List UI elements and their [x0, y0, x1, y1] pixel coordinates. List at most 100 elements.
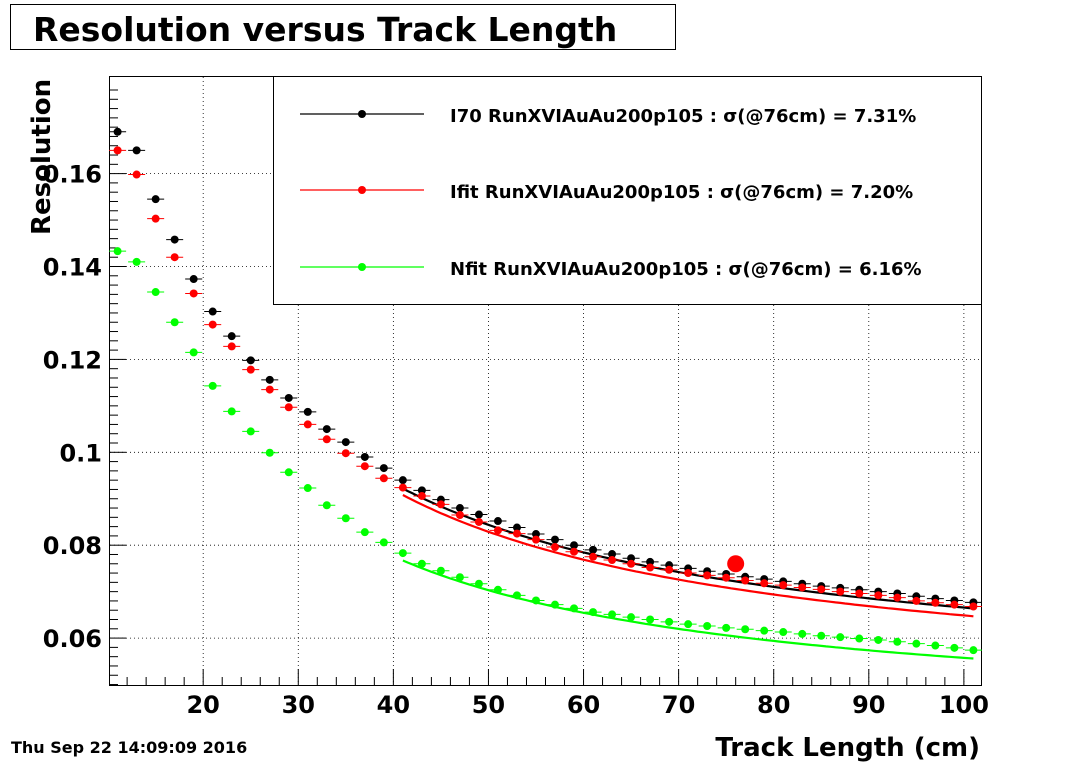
- data-point: [893, 593, 902, 602]
- data-point: [360, 528, 369, 537]
- series-1: [109, 146, 982, 618]
- y-tick-label: 0.14: [43, 254, 102, 282]
- data-point: [493, 526, 502, 535]
- data-point: [665, 565, 674, 574]
- legend-label: I70 RunXVIAuAu200p105 : σ(@76cm) = 7.31%: [450, 106, 916, 127]
- data-point: [551, 600, 560, 609]
- data-point: [265, 375, 274, 384]
- data-point: [322, 501, 331, 510]
- y-tick-label: 0.16: [43, 161, 102, 189]
- data-point: [570, 547, 579, 556]
- data-point: [779, 581, 788, 590]
- data-point: [417, 491, 426, 500]
- data-point: [284, 393, 293, 402]
- data-point: [341, 449, 350, 458]
- data-point: [646, 615, 655, 624]
- data-point: [912, 639, 921, 648]
- data-point: [303, 407, 312, 416]
- data-point: [417, 486, 426, 495]
- data-point: [493, 517, 502, 526]
- data-point: [303, 420, 312, 429]
- data-point: [379, 464, 388, 473]
- data-point: [836, 633, 845, 642]
- data-point: [474, 579, 483, 588]
- data-point: [646, 563, 655, 572]
- data-point: [608, 556, 617, 565]
- fit-curve: [402, 494, 974, 618]
- data-point: [170, 253, 179, 262]
- data-point: [665, 617, 674, 626]
- data-point: [265, 448, 274, 457]
- x-axis-label: Track Length (cm): [715, 733, 980, 763]
- marker-76cm: [727, 555, 745, 573]
- data-point: [113, 127, 122, 136]
- data-point: [246, 356, 255, 365]
- data-point: [455, 573, 464, 582]
- data-point: [189, 289, 198, 298]
- data-point: [170, 318, 179, 327]
- data-point: [208, 307, 217, 316]
- data-point: [950, 600, 959, 609]
- y-tick-label: 0.1: [59, 439, 102, 467]
- data-point: [455, 511, 464, 520]
- grid: [110, 77, 981, 685]
- data-point: [284, 403, 293, 412]
- data-point: [379, 538, 388, 547]
- data-point: [227, 342, 236, 351]
- data-point: [341, 514, 350, 523]
- data-point: [684, 569, 693, 578]
- data-point: [132, 146, 141, 155]
- y-tick-label: 0.06: [43, 625, 102, 653]
- data-point: [132, 170, 141, 179]
- data-point: [912, 596, 921, 605]
- data-point: [817, 585, 826, 594]
- data-point: [170, 235, 179, 244]
- data-point: [703, 622, 712, 631]
- data-point: [512, 591, 521, 600]
- legend-swatch-marker: [358, 263, 366, 271]
- data-point: [322, 425, 331, 434]
- data-point: [931, 598, 940, 607]
- data-point: [874, 635, 883, 644]
- data-point: [627, 613, 636, 622]
- data-point: [760, 579, 769, 588]
- data-point: [474, 510, 483, 519]
- data-point: [436, 500, 445, 509]
- data-point: [646, 557, 655, 566]
- data-point: [874, 591, 883, 600]
- data-point: [798, 629, 807, 638]
- data-point: [741, 625, 750, 634]
- data-point: [265, 385, 274, 394]
- data-point: [512, 529, 521, 538]
- data-point: [703, 571, 712, 580]
- data-point: [493, 585, 502, 594]
- data-point: [208, 320, 217, 329]
- data-point: [589, 545, 598, 554]
- x-tick-label: 100: [939, 691, 989, 719]
- data-point: [246, 365, 255, 374]
- data-point: [589, 552, 598, 561]
- data-point: [474, 517, 483, 526]
- data-point: [551, 535, 560, 544]
- title-box: Resolution versus Track Length: [10, 4, 676, 50]
- x-tick-label: 20: [186, 691, 219, 719]
- data-point: [969, 646, 978, 655]
- legend-swatch-marker: [358, 186, 366, 194]
- legend: I70 RunXVIAuAu200p105 : σ(@76cm) = 7.31%…: [273, 76, 982, 305]
- data-point: [836, 587, 845, 596]
- series-2: [109, 247, 982, 660]
- data-point: [189, 348, 198, 357]
- data-point: [969, 602, 978, 611]
- data-point: [303, 484, 312, 493]
- data-point: [341, 438, 350, 447]
- y-tick-label: 0.08: [43, 532, 102, 560]
- data-point: [113, 247, 122, 256]
- legend-label: Nfit RunXVIAuAu200p105 : σ(@76cm) = 6.16…: [450, 259, 922, 280]
- data-point: [893, 637, 902, 646]
- chart-title: Resolution versus Track Length: [33, 10, 618, 49]
- data-point: [455, 504, 464, 513]
- data-point: [627, 554, 636, 563]
- data-point: [151, 214, 160, 223]
- data-point: [608, 550, 617, 559]
